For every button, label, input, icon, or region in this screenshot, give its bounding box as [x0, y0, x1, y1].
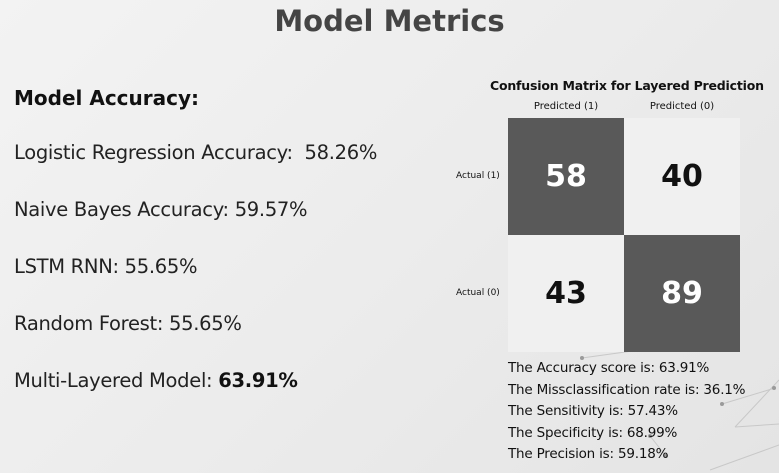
row-label-actual-0: Actual (0)	[456, 288, 500, 298]
col-label-predicted-0: Predicted (0)	[649, 101, 715, 112]
metric-value: 55.65%	[169, 312, 242, 335]
metric-lstm-rnn: LSTM RNN: 55.65%	[14, 256, 377, 313]
metric-value: 59.57%	[234, 198, 308, 221]
metric-naive-bayes: Naive Bayes Accuracy: 59.57%	[14, 199, 377, 256]
model-accuracy-section: Model Accuracy: Logistic Regression Accu…	[14, 86, 377, 427]
metric-label: Random Forest:	[14, 312, 170, 335]
stat-accuracy: The Accuracy score is: 63.91%	[508, 360, 710, 376]
model-accuracy-heading: Model Accuracy:	[14, 86, 200, 110]
metric-multi-layered-model: Multi-Layered Model: 63.91%	[14, 370, 377, 427]
cm-cell-fn: 40	[624, 118, 740, 235]
metric-label: Naive Bayes Accuracy:	[14, 198, 235, 221]
cm-cell-tp: 58	[508, 118, 624, 235]
metric-label: LSTM RNN:	[14, 255, 125, 278]
metric-label: Logistic Regression Accuracy:	[14, 141, 305, 164]
metric-value: 55.65%	[124, 255, 198, 278]
metric-label: Multi-Layered Model:	[14, 369, 219, 392]
confusion-matrix-title: Confusion Matrix for Layered Prediction	[490, 78, 764, 93]
metrics-summary: The Accuracy score is: 63.91% The Misscl…	[508, 358, 746, 466]
metric-value-highlight: 63.91%	[218, 369, 298, 392]
cm-cell-tn: 89	[624, 235, 740, 352]
stat-sensitivity: The Sensitivity is: 57.43%	[508, 403, 678, 419]
cm-cell-fp: 43	[508, 235, 624, 352]
page-title: Model Metrics	[274, 4, 505, 38]
stat-specificity: The Specificity is: 68.99%	[508, 424, 678, 441]
col-label-predicted-1: Predicted (1)	[533, 101, 599, 112]
metric-logistic-regression: Logistic Regression Accuracy: 58.26%	[14, 142, 377, 199]
row-label-actual-1: Actual (1)	[456, 171, 500, 181]
metric-random-forest: Random Forest: 55.65%	[14, 313, 377, 370]
stat-missclassification: The Missclassification rate is: 36.1%	[508, 381, 746, 398]
stat-precision: The Precision is: 59.18%	[508, 446, 669, 462]
metric-value: 58.26%	[304, 141, 378, 164]
